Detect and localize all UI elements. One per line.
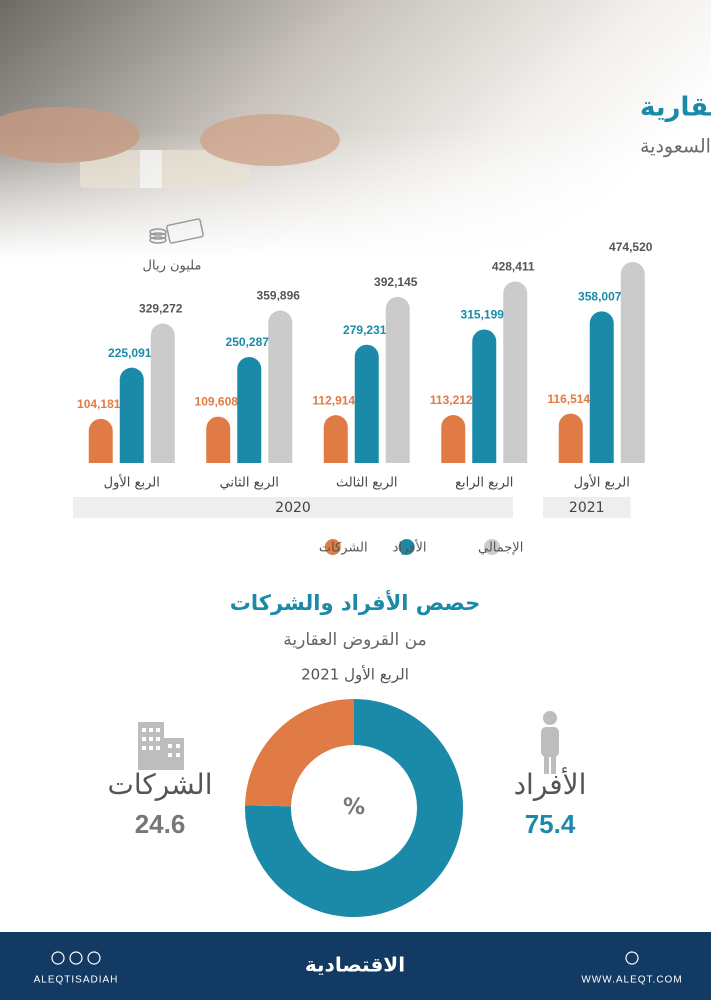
legend-swatch bbox=[484, 539, 500, 555]
group-label: 2020 bbox=[275, 500, 311, 516]
donut-segment bbox=[245, 699, 463, 917]
bar bbox=[237, 356, 262, 463]
x-tick-label: الربع الأول bbox=[104, 474, 160, 491]
value-label: 329,272 bbox=[139, 302, 183, 316]
bar bbox=[119, 367, 144, 463]
title: القروض العقارية bbox=[640, 93, 711, 123]
donut-period: الربع الأول 2021 bbox=[301, 665, 409, 684]
bar bbox=[150, 323, 175, 463]
subtitle: المقدمة من المصارف في السعودية bbox=[640, 136, 711, 158]
x-tick-label: الربع الثاني bbox=[220, 476, 279, 491]
bar bbox=[558, 413, 583, 463]
bar bbox=[354, 344, 379, 463]
value-label: 24.6 bbox=[135, 809, 186, 839]
donut-subtitle: من القروض العقارية bbox=[283, 630, 426, 650]
bar bbox=[472, 329, 497, 463]
value-label: 250,287 bbox=[226, 335, 270, 349]
x-tick-label: الربع الأول bbox=[574, 474, 630, 491]
footer-website: WWW.ALEQT.COM bbox=[581, 975, 682, 986]
value-label: 279,231 bbox=[343, 323, 387, 337]
social-icons bbox=[51, 951, 101, 965]
donut-center: % bbox=[343, 795, 365, 820]
unit-label: مليون ريال bbox=[143, 259, 202, 274]
value-label: 358,007 bbox=[578, 290, 622, 304]
group-label: 2021 bbox=[569, 500, 605, 516]
value-label: 315,199 bbox=[461, 308, 505, 322]
legend-label: الأفراد bbox=[393, 539, 427, 556]
value-label: 104,181 bbox=[77, 397, 121, 411]
building-icon bbox=[138, 722, 184, 770]
bar bbox=[206, 416, 231, 463]
value-label: 75.4 bbox=[525, 809, 576, 839]
category-label: الأفراد bbox=[514, 766, 587, 801]
legend-swatch bbox=[324, 539, 341, 555]
bar bbox=[323, 415, 348, 463]
bar bbox=[88, 418, 113, 463]
bar bbox=[503, 281, 528, 463]
value-label: 359,896 bbox=[257, 289, 301, 303]
bar bbox=[620, 262, 645, 463]
legend-label: الإجمالي bbox=[478, 541, 523, 556]
value-label: 474,520 bbox=[609, 240, 653, 254]
category-label: الشركات bbox=[108, 768, 213, 801]
value-label: 428,411 bbox=[492, 260, 535, 274]
value-label: 392,145 bbox=[374, 275, 418, 289]
group-band bbox=[73, 497, 513, 518]
value-label: 225,091 bbox=[108, 346, 152, 360]
footer-band bbox=[0, 932, 711, 1000]
legend-swatch bbox=[398, 539, 415, 555]
money-icon bbox=[149, 218, 204, 244]
value-label: 116,514 bbox=[547, 392, 590, 406]
footer-brand: الاقتصادية bbox=[305, 953, 405, 977]
hands-and-cash bbox=[0, 107, 340, 188]
footer-social: ALEQTISADIAH bbox=[34, 975, 119, 986]
person-icon bbox=[541, 711, 559, 774]
group-band bbox=[543, 497, 631, 518]
donut-segment bbox=[245, 699, 355, 808]
x-tick-label: الربع الرابع bbox=[455, 476, 513, 491]
legend-label: الشركات bbox=[319, 541, 368, 556]
bar bbox=[268, 310, 293, 463]
value-label: 109,608 bbox=[195, 395, 239, 409]
bar bbox=[589, 311, 614, 463]
value-label: 112,914 bbox=[312, 393, 355, 407]
donut-title: حصص الأفراد والشركات bbox=[230, 589, 481, 615]
bar bbox=[441, 415, 466, 463]
x-tick-label: الربع الثالث bbox=[336, 476, 398, 491]
web-icon bbox=[625, 951, 639, 965]
bar bbox=[385, 296, 410, 463]
value-label: 113,212 bbox=[430, 393, 473, 407]
